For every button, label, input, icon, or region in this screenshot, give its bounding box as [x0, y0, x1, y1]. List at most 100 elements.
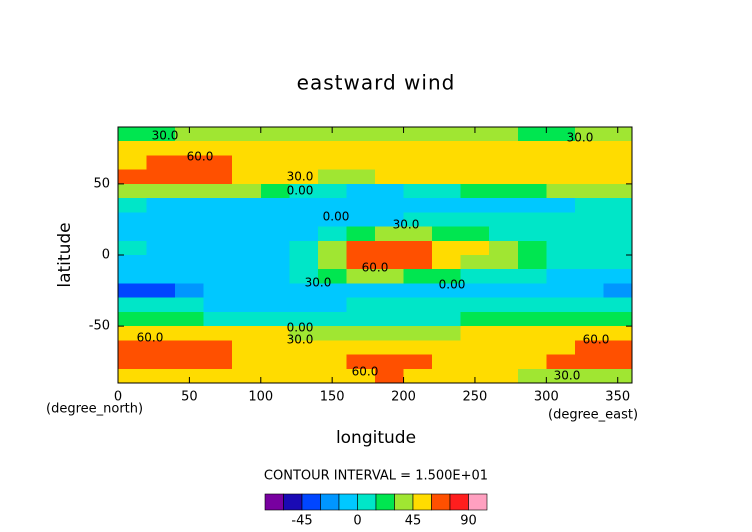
- contour-cell: [346, 127, 376, 142]
- colorbar-box: [357, 493, 377, 511]
- contour-cell: [118, 183, 147, 199]
- contour-cell: [260, 269, 290, 284]
- contour-label: 30.0: [305, 276, 332, 290]
- contour-cell: [546, 240, 576, 256]
- contour-cell: [203, 283, 233, 298]
- contour-cell: [260, 183, 290, 199]
- contour-cell: [517, 269, 547, 284]
- contour-cell: [346, 269, 376, 284]
- contour-cell: [175, 283, 204, 298]
- contour-cell: [346, 240, 376, 256]
- contour-cell: [517, 297, 547, 313]
- contour-cell: [517, 141, 547, 156]
- contour-cell: [260, 141, 290, 156]
- contour-cell: [603, 226, 633, 242]
- contour-cell: [346, 354, 376, 370]
- contour-cell: [375, 269, 404, 284]
- contour-label: 0.00: [287, 321, 314, 335]
- contour-cell: [489, 226, 519, 242]
- contour-cell: [260, 226, 290, 242]
- contour-cell: [346, 340, 376, 355]
- contour-cell: [203, 368, 233, 384]
- contour-cell: [460, 354, 490, 370]
- contour-cell: [489, 155, 519, 170]
- contour-cell: [517, 340, 547, 355]
- contour-label: 30.0: [287, 170, 314, 184]
- contour-cell: [375, 255, 404, 270]
- contour-cell: [346, 198, 376, 213]
- contour-label: 0.00: [287, 184, 314, 198]
- contour-cell: [118, 198, 147, 213]
- contour-cell: [232, 340, 262, 355]
- contour-cell: [546, 141, 576, 156]
- colorbar-box: [412, 493, 432, 511]
- contour-cell: [146, 212, 176, 227]
- contour-cell: [517, 212, 547, 227]
- contour-cell: [289, 354, 319, 370]
- contour-cell: [175, 297, 204, 313]
- contour-cell: [289, 340, 319, 355]
- contour-cell: [375, 169, 404, 185]
- colorbar-box: [320, 493, 340, 511]
- contour-cell: [146, 183, 176, 199]
- contour-cell: [118, 269, 147, 284]
- contour-cell: [546, 340, 576, 355]
- contour-cell: [260, 240, 290, 256]
- contour-cell: [146, 155, 176, 170]
- contour-cell: [517, 311, 547, 327]
- contour-cell: [375, 297, 404, 313]
- contour-cell: [432, 169, 461, 185]
- contour-cell: [346, 311, 376, 327]
- contour-cell: [517, 183, 547, 199]
- contour-cell: [232, 226, 262, 242]
- contour-cell: [432, 226, 461, 242]
- colorbar-box: [283, 493, 303, 511]
- contour-cell: [403, 183, 433, 199]
- contour-cell: [118, 169, 147, 185]
- contour-cell: [489, 283, 519, 298]
- contour-cell: [260, 169, 290, 185]
- contour-cell: [546, 326, 576, 341]
- contour-cell: [432, 326, 461, 341]
- contour-cell: [317, 269, 347, 284]
- contour-cell: [375, 226, 404, 242]
- x-tick-label: 200: [391, 390, 416, 405]
- contour-cell: [403, 340, 433, 355]
- contour-cell: [432, 212, 461, 227]
- contour-cell: [403, 127, 433, 142]
- colorbar-box: [431, 493, 451, 511]
- contour-cell: [146, 269, 176, 284]
- contour-cell: [175, 155, 204, 170]
- colorbar-box: [301, 493, 321, 511]
- contour-cell: [346, 226, 376, 242]
- contour-cell: [432, 283, 461, 298]
- x-unit: (degree_east): [548, 408, 638, 423]
- contour-cell: [146, 297, 176, 313]
- contour-label: 0.00: [323, 210, 350, 224]
- x-tick-label: 100: [248, 390, 273, 405]
- contour-cell: [346, 212, 376, 227]
- contour-cell: [546, 127, 576, 142]
- contour-cell: [546, 226, 576, 242]
- contour-cell: [146, 255, 176, 270]
- contour-cell: [260, 354, 290, 370]
- contour-cell: [375, 127, 404, 142]
- contour-cell: [460, 169, 490, 185]
- contour-cell: [175, 354, 204, 370]
- contour-cell: [232, 141, 262, 156]
- contour-cell: [603, 183, 633, 199]
- contour-cell: [260, 255, 290, 270]
- contour-cell: [317, 240, 347, 256]
- contour-cell: [460, 226, 490, 242]
- contour-cell: [289, 212, 319, 227]
- contour-cell: [432, 269, 461, 284]
- contour-cell: [460, 127, 490, 142]
- contour-cell: [574, 169, 604, 185]
- contour-cell: [289, 368, 319, 384]
- contour-cell: [517, 169, 547, 185]
- contour-cell: [232, 354, 262, 370]
- x-tick-label: 0: [114, 390, 122, 405]
- contour-cell: [460, 368, 490, 384]
- contour-cell: [403, 155, 433, 170]
- contour-label: 60.0: [137, 331, 164, 345]
